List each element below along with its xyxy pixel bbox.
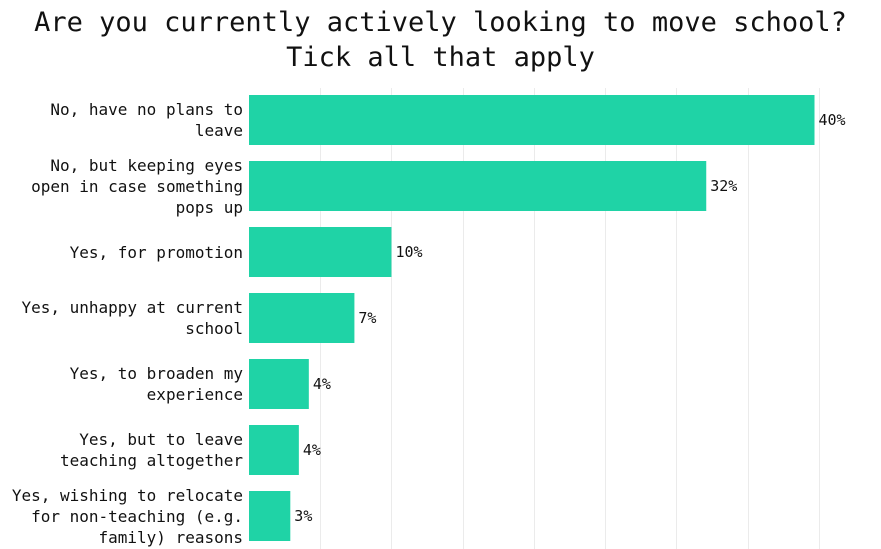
- category-label: Yes, for promotion: [3, 242, 243, 263]
- bar: [249, 425, 299, 475]
- category-label: Yes, wishing to relocate for non-teaching…: [3, 485, 243, 548]
- category-label-line: leave: [194, 121, 243, 140]
- bar: [249, 95, 815, 145]
- category-label-line: Yes, wishing to relocate: [11, 485, 243, 505]
- category-label-line: teaching altogether: [59, 451, 243, 470]
- bar: [249, 227, 392, 277]
- category-label: Yes, unhappy at current school: [3, 297, 243, 339]
- bars: [249, 95, 815, 541]
- value-label: 10%: [395, 243, 423, 261]
- category-label-line: open in case something: [31, 176, 243, 196]
- category-label-line: family) reasons: [98, 527, 244, 547]
- bar: [249, 359, 309, 409]
- category-label: Yes, but to leave teaching altogether: [3, 429, 243, 471]
- category-label-line: No, have no plans to: [50, 100, 243, 119]
- category-label: Yes, to broaden my experience: [3, 363, 243, 405]
- value-label: 4%: [302, 441, 321, 459]
- value-label: 4%: [312, 375, 331, 393]
- category-label: No, but keeping eyes open in case somethi…: [3, 155, 243, 218]
- category-label-line: No, but keeping eyes: [50, 155, 243, 175]
- bar: [249, 293, 355, 343]
- category-label-line: for non-teaching (e.g.: [31, 506, 243, 526]
- category-label-line: Yes, unhappy at current: [21, 298, 243, 317]
- category-label-line: experience: [146, 385, 243, 404]
- chart-title-line-2: Tick all that apply: [286, 42, 595, 73]
- category-label-line: Yes, for promotion: [69, 242, 243, 262]
- bar: [249, 161, 707, 211]
- category-label: No, have no plans to leave: [3, 99, 243, 141]
- category-label-line: Yes, to broaden my: [69, 364, 243, 383]
- category-label-line: school: [185, 319, 243, 338]
- category-label-line: pops up: [175, 197, 243, 217]
- grid-lines: [320, 88, 820, 549]
- value-label: 32%: [710, 177, 738, 195]
- chart-title-line-1: Are you currently actively looking to mo…: [34, 7, 847, 38]
- value-label: 7%: [358, 309, 377, 327]
- bar: [249, 491, 291, 541]
- value-label: 40%: [818, 111, 846, 129]
- category-label-line: Yes, but to leave: [79, 430, 243, 449]
- value-label: 3%: [294, 507, 313, 525]
